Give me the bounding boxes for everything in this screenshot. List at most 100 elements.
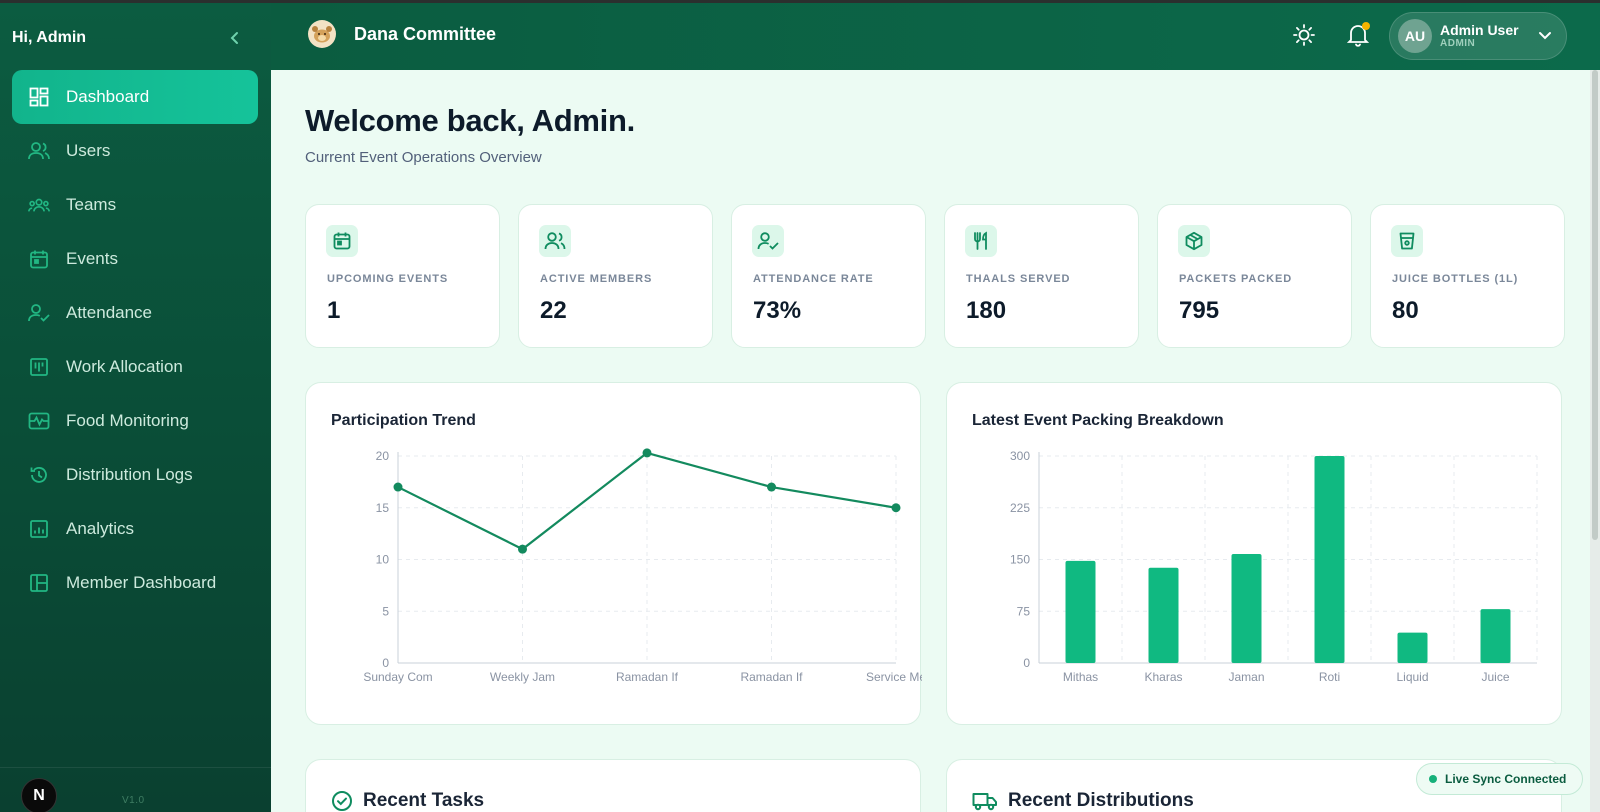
stat-card-attendance-rate[interactable]: Attendance Rate 73%: [731, 204, 926, 348]
stat-card-juice-bottles[interactable]: Juice Bottles (1L) 80: [1370, 204, 1565, 348]
collapse-sidebar-button[interactable]: [225, 28, 245, 48]
brand-name: Dana Committee: [354, 23, 497, 44]
sidebar-item-distribution-logs[interactable]: Distribution Logs: [12, 448, 258, 502]
page-subtitle: Current Event Operations Overview: [305, 149, 542, 166]
stat-card-upcoming-events[interactable]: Upcoming Events 1: [305, 204, 500, 348]
sidebar-item-label: Analytics: [66, 519, 135, 538]
package-icon: [1178, 225, 1210, 257]
x-tick-label: Juice: [1481, 670, 1509, 684]
y-tick-label: 150: [1010, 553, 1030, 567]
bar: [1480, 609, 1511, 663]
x-tick-label: Kharas: [1144, 670, 1182, 684]
y-tick-label: 10: [376, 553, 390, 567]
sidebar-item-label: Teams: [66, 195, 117, 214]
layout-icon: [28, 572, 50, 594]
stat-value: 180: [966, 297, 1007, 324]
participation-trend-card: Participation Trend 0 5 10 15 20 Sunday Com We…: [305, 382, 922, 725]
live-sync-label: Live Sync Connected: [1445, 772, 1567, 786]
stat-value: 80: [1392, 297, 1419, 324]
data-point: [393, 482, 403, 492]
y-tick-label: 20: [376, 449, 390, 463]
y-tick-label: 225: [1010, 501, 1030, 515]
y-tick-label: 0: [382, 656, 389, 670]
sidebar-item-attendance[interactable]: Attendance: [12, 286, 258, 340]
recent-tasks-title: Recent Tasks: [363, 790, 485, 811]
sidebar-footer: N V1.0: [0, 767, 271, 812]
calendar-icon: [326, 225, 358, 257]
sidebar-greeting: Hi, Admin: [12, 29, 87, 46]
monitor-icon: [28, 410, 50, 432]
sidebar-nav: Dashboard Users Teams Events Attendance: [12, 70, 258, 610]
notifications-button[interactable]: [1345, 22, 1371, 48]
stat-label: Thaals Served: [966, 273, 1071, 285]
status-dot: [1429, 775, 1437, 783]
stat-card-packets-packed[interactable]: Packets Packed 795: [1157, 204, 1352, 348]
user-check-icon: [28, 302, 50, 324]
sidebar-item-member-dashboard[interactable]: Member Dashboard: [12, 556, 258, 610]
brand-logo-icon: [308, 20, 336, 48]
chart-title: Participation Trend: [331, 412, 476, 429]
sidebar-item-food-monitoring[interactable]: Food Monitoring: [12, 394, 258, 448]
bar: [1148, 567, 1179, 663]
x-tick-label: Ramadan If: [616, 670, 679, 684]
sidebar-item-label: Food Monitoring: [66, 411, 189, 430]
x-tick-label: Mithas: [1063, 670, 1098, 684]
scrollbar-thumb[interactable]: [1592, 70, 1598, 540]
sun-icon: [1293, 24, 1315, 46]
teams-icon: [28, 194, 50, 216]
stat-card-thaals-served[interactable]: Thaals Served 180: [944, 204, 1139, 348]
stat-card-active-members[interactable]: Active Members 22: [518, 204, 713, 348]
stat-value: 795: [1179, 297, 1220, 324]
sidebar-item-teams[interactable]: Teams: [12, 178, 258, 232]
x-tick-label: Weekly Jam: [490, 670, 555, 684]
history-icon: [28, 464, 50, 486]
user-info: Admin User ADMIN: [1440, 22, 1519, 50]
y-tick-label: 300: [1010, 449, 1030, 463]
sidebar-item-events[interactable]: Events: [12, 232, 258, 286]
chart-title: Latest Event Packing Breakdown: [972, 412, 1224, 429]
data-point: [891, 503, 901, 513]
stat-label: Active Members: [540, 273, 653, 285]
analytics-icon: [28, 518, 50, 540]
chevron-left-icon: [230, 32, 238, 44]
y-tick-label: 5: [382, 604, 389, 618]
bar: [1231, 553, 1262, 663]
packing-breakdown-chart: 0 75 150 225 300 Mithas Kharas Jaman Roti Liquid J…: [1010, 449, 1538, 684]
sidebar-item-label: Member Dashboard: [66, 573, 217, 592]
dashboard-icon: [28, 86, 50, 108]
top-header: Dana Committee AU Admin User ADMIN: [0, 0, 1600, 70]
sidebar-item-label: Events: [66, 249, 118, 268]
calendar-icon: [28, 248, 50, 270]
x-tick-label: Liquid: [1396, 670, 1428, 684]
stat-value: 1: [327, 297, 341, 324]
n-badge[interactable]: N: [21, 778, 57, 812]
data-point: [518, 544, 527, 554]
x-tick-label: Sunday Com: [363, 670, 432, 684]
brand[interactable]: Dana Committee: [308, 20, 496, 48]
chevron-down-icon: [1538, 28, 1552, 47]
data-point: [642, 448, 652, 458]
recent-distributions-heading: Recent Distributions: [972, 790, 1194, 812]
sidebar-item-work-allocation[interactable]: Work Allocation: [12, 340, 258, 394]
cup-icon: [1391, 225, 1423, 257]
page-scrollbar[interactable]: [1590, 70, 1600, 812]
sidebar-item-analytics[interactable]: Analytics: [12, 502, 258, 556]
stat-label: Juice Bottles (1L): [1392, 273, 1519, 285]
y-tick-label: 0: [1023, 656, 1030, 670]
bar: [1314, 456, 1345, 663]
users-icon: [539, 225, 571, 257]
notification-dot: [1362, 22, 1370, 30]
theme-toggle-button[interactable]: [1291, 22, 1317, 48]
sidebar-item-dashboard[interactable]: Dashboard: [12, 70, 258, 124]
stat-value: 73%: [753, 297, 802, 324]
user-menu-button[interactable]: AU Admin User ADMIN: [1389, 12, 1567, 60]
live-sync-badge: Live Sync Connected: [1416, 763, 1583, 795]
sidebar-item-label: Work Allocation: [66, 357, 183, 376]
bell-icon: [1347, 25, 1369, 47]
user-role: ADMIN: [1440, 38, 1476, 50]
version-label: V1.0: [122, 795, 145, 806]
stat-label: Packets Packed: [1179, 273, 1293, 285]
participation-trend-chart: 0 5 10 15 20 Sunday Com Weekly Jam Ramadan If Ra…: [363, 448, 922, 684]
sidebar-item-label: Dashboard: [66, 87, 150, 106]
sidebar-item-users[interactable]: Users: [12, 124, 258, 178]
